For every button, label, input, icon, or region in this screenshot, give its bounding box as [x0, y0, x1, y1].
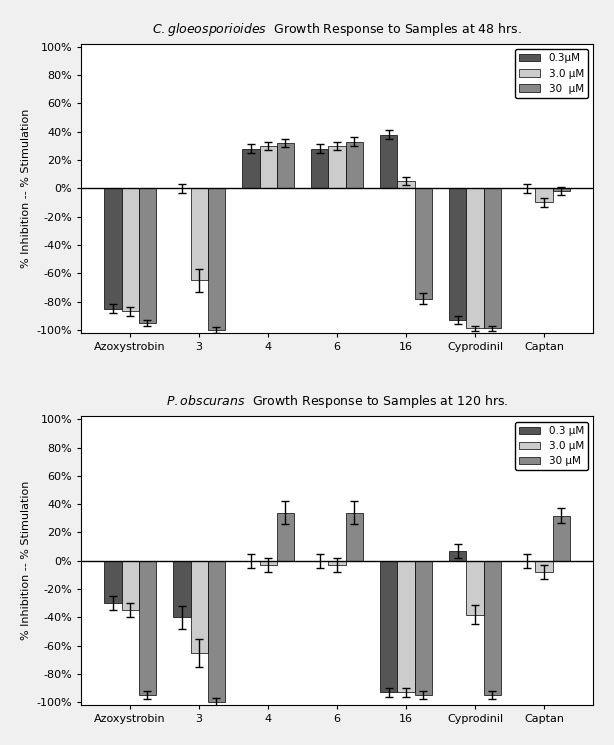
Bar: [208, 188, 225, 330]
Bar: [467, 188, 484, 329]
Bar: [122, 561, 139, 610]
Bar: [328, 561, 346, 565]
Bar: [139, 561, 156, 695]
Bar: [535, 561, 553, 572]
Bar: [346, 513, 363, 561]
Bar: [380, 561, 397, 692]
Legend: 0.3 μM, 3.0 μM, 30 μM: 0.3 μM, 3.0 μM, 30 μM: [515, 422, 588, 470]
Bar: [467, 561, 484, 615]
Bar: [449, 188, 467, 320]
Bar: [173, 561, 190, 618]
Bar: [208, 561, 225, 703]
Bar: [397, 181, 414, 188]
Y-axis label: % Inhibition -- % Stimulation: % Inhibition -- % Stimulation: [21, 481, 31, 641]
Legend: 0.3μM, 3.0 μM, 30  μM: 0.3μM, 3.0 μM, 30 μM: [515, 49, 588, 98]
Bar: [346, 142, 363, 188]
Bar: [397, 561, 414, 692]
Bar: [414, 188, 432, 299]
Bar: [190, 188, 208, 280]
Title: $\it{P. obscurans}$  Growth Response to Samples at 120 hrs.: $\it{P. obscurans}$ Growth Response to S…: [166, 393, 508, 410]
Bar: [139, 188, 156, 323]
Bar: [104, 561, 122, 603]
Bar: [328, 146, 346, 188]
Bar: [260, 561, 277, 565]
Bar: [311, 149, 328, 188]
Bar: [449, 551, 467, 561]
Title: $\it{C. gloeosporioides}$  Growth Response to Samples at 48 hrs.: $\it{C. gloeosporioides}$ Growth Respons…: [152, 21, 522, 38]
Bar: [484, 188, 501, 329]
Bar: [553, 516, 570, 561]
Bar: [553, 188, 570, 191]
Bar: [277, 513, 294, 561]
Bar: [243, 149, 260, 188]
Bar: [484, 561, 501, 695]
Bar: [260, 146, 277, 188]
Bar: [380, 135, 397, 188]
Bar: [104, 188, 122, 308]
Bar: [190, 561, 208, 653]
Bar: [277, 143, 294, 188]
Bar: [535, 188, 553, 203]
Y-axis label: % Inhibition -- % Stimulation: % Inhibition -- % Stimulation: [21, 109, 31, 268]
Bar: [414, 561, 432, 695]
Bar: [122, 188, 139, 311]
